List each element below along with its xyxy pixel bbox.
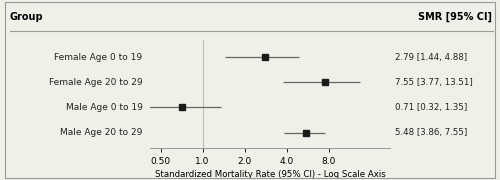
Text: Male Age 20 to 29: Male Age 20 to 29	[60, 128, 142, 137]
Text: 7.55 [3.77, 13.51]: 7.55 [3.77, 13.51]	[395, 78, 473, 87]
Text: Female Age 0 to 19: Female Age 0 to 19	[54, 53, 142, 62]
Text: 0.71 [0.32, 1.35]: 0.71 [0.32, 1.35]	[395, 103, 467, 112]
Text: 5.48 [3.86, 7.55]: 5.48 [3.86, 7.55]	[395, 128, 467, 137]
Text: Group: Group	[10, 12, 43, 22]
Text: Male Age 0 to 19: Male Age 0 to 19	[66, 103, 142, 112]
Text: Female Age 20 to 29: Female Age 20 to 29	[49, 78, 142, 87]
Text: SMR [95% CI]: SMR [95% CI]	[418, 11, 492, 22]
X-axis label: Standardized Mortality Rate (95% CI) - Log Scale Axis: Standardized Mortality Rate (95% CI) - L…	[154, 170, 386, 179]
Text: 2.79 [1.44, 4.88]: 2.79 [1.44, 4.88]	[395, 53, 467, 62]
